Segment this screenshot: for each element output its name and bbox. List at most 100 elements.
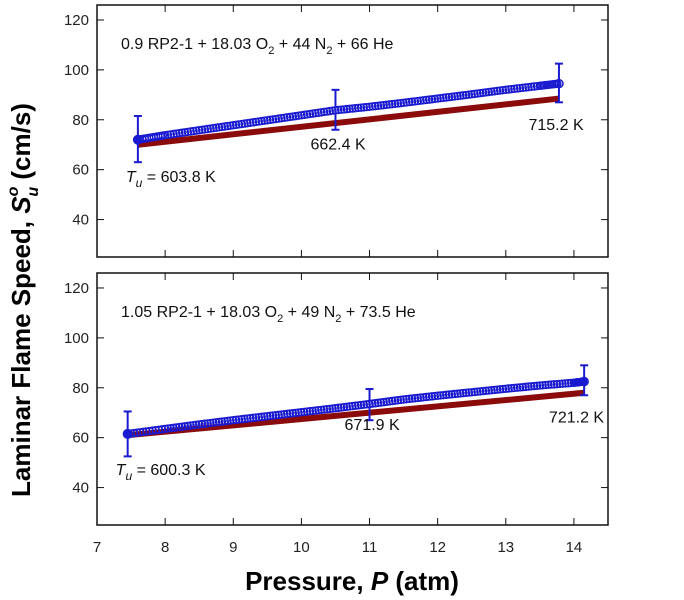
data-point bbox=[220, 417, 229, 426]
data-point bbox=[339, 402, 349, 412]
data-point bbox=[470, 387, 479, 397]
data-point bbox=[172, 423, 181, 432]
y-tick-label: 120 bbox=[64, 12, 89, 29]
data-point bbox=[410, 97, 420, 106]
data-point bbox=[373, 398, 383, 408]
data-point bbox=[248, 413, 258, 423]
data-point bbox=[493, 385, 502, 394]
temperature-value: 721.2 K bbox=[549, 410, 604, 427]
subscript: 2 bbox=[268, 45, 274, 57]
data-point bbox=[410, 394, 420, 403]
data-point bbox=[376, 398, 386, 407]
data-point bbox=[234, 415, 244, 424]
data-point bbox=[481, 88, 491, 97]
y-tick-label: 100 bbox=[64, 330, 89, 347]
data-point bbox=[334, 403, 343, 413]
temperature-symbol: T bbox=[116, 462, 127, 479]
data-point bbox=[424, 95, 434, 104]
data-point bbox=[339, 105, 349, 114]
x-tick-label: 13 bbox=[497, 539, 514, 556]
data-point bbox=[433, 94, 442, 103]
data-point bbox=[436, 391, 445, 400]
data-point bbox=[359, 400, 369, 409]
data-point bbox=[390, 396, 400, 405]
data-point bbox=[424, 392, 434, 401]
data-point bbox=[390, 99, 400, 109]
data-point bbox=[206, 418, 215, 428]
data-point bbox=[527, 82, 536, 92]
data-point bbox=[501, 384, 510, 393]
data-point bbox=[461, 388, 471, 398]
data-point bbox=[297, 408, 306, 417]
mixture-part: + 66 He bbox=[332, 36, 393, 53]
data-point bbox=[484, 87, 493, 97]
data-point bbox=[504, 384, 513, 393]
data-point bbox=[345, 104, 354, 114]
data-point bbox=[200, 419, 210, 428]
data-point bbox=[529, 381, 539, 391]
data-point bbox=[487, 386, 496, 395]
data-point bbox=[194, 420, 204, 429]
data-point bbox=[473, 89, 482, 98]
temperature-symbol: T bbox=[126, 169, 137, 186]
data-point bbox=[157, 425, 167, 434]
data-point bbox=[481, 386, 491, 396]
data-point bbox=[322, 405, 332, 414]
y-tick-label: 80 bbox=[72, 112, 89, 129]
data-point bbox=[402, 98, 411, 107]
data-point bbox=[484, 386, 493, 395]
x-tick-label: 7 bbox=[93, 539, 101, 556]
data-point bbox=[371, 101, 380, 111]
mixture-part: 0.9 RP2-1 + 18.03 O bbox=[121, 36, 268, 53]
plot-frame bbox=[96, 4, 609, 258]
data-point bbox=[223, 416, 232, 426]
data-point bbox=[538, 381, 547, 390]
data-point bbox=[493, 86, 502, 96]
data-point bbox=[459, 91, 468, 100]
subscript: u bbox=[125, 469, 132, 483]
model-line bbox=[137, 95, 560, 148]
data-point bbox=[169, 423, 178, 433]
data-point bbox=[231, 415, 241, 425]
data-point bbox=[280, 410, 289, 419]
x-tick-label: 9 bbox=[229, 539, 237, 556]
data-point bbox=[527, 382, 536, 391]
data-point bbox=[175, 422, 184, 432]
data-point bbox=[166, 423, 176, 433]
data-point bbox=[490, 87, 499, 96]
y-tick-label: 60 bbox=[72, 430, 89, 447]
data-point bbox=[512, 383, 522, 392]
data-point bbox=[535, 381, 545, 390]
data-point bbox=[515, 83, 525, 93]
data-point bbox=[453, 389, 462, 398]
model-line bbox=[127, 389, 585, 439]
data-point bbox=[288, 409, 298, 418]
data-point bbox=[277, 410, 286, 419]
data-point bbox=[345, 402, 354, 411]
x-tick-label: 8 bbox=[161, 539, 169, 556]
data-point bbox=[336, 403, 346, 412]
data-point bbox=[353, 103, 363, 113]
data-point bbox=[399, 98, 408, 108]
data-point bbox=[441, 390, 451, 400]
data-point bbox=[336, 105, 346, 114]
data-point bbox=[430, 94, 440, 104]
data-point bbox=[356, 103, 366, 112]
data-point bbox=[541, 380, 550, 390]
data-point bbox=[507, 384, 516, 393]
data-point bbox=[197, 419, 207, 429]
data-point bbox=[498, 86, 508, 95]
temperature-label: Tu = 603.8 K bbox=[126, 169, 216, 190]
data-point bbox=[348, 104, 357, 113]
data-point bbox=[373, 101, 383, 111]
temperature-label: 721.2 K bbox=[549, 410, 604, 427]
mixture-label: 0.9 RP2-1 + 18.03 O2 + 44 N2 + 66 He bbox=[121, 36, 394, 57]
mixture-part: + 49 N bbox=[283, 304, 335, 321]
mixture-part: 1.05 RP2-1 + 18.03 O bbox=[121, 304, 277, 321]
x-tick-label: 12 bbox=[429, 539, 446, 556]
data-point bbox=[478, 386, 488, 396]
data-point bbox=[356, 400, 366, 410]
data-point bbox=[473, 387, 482, 396]
